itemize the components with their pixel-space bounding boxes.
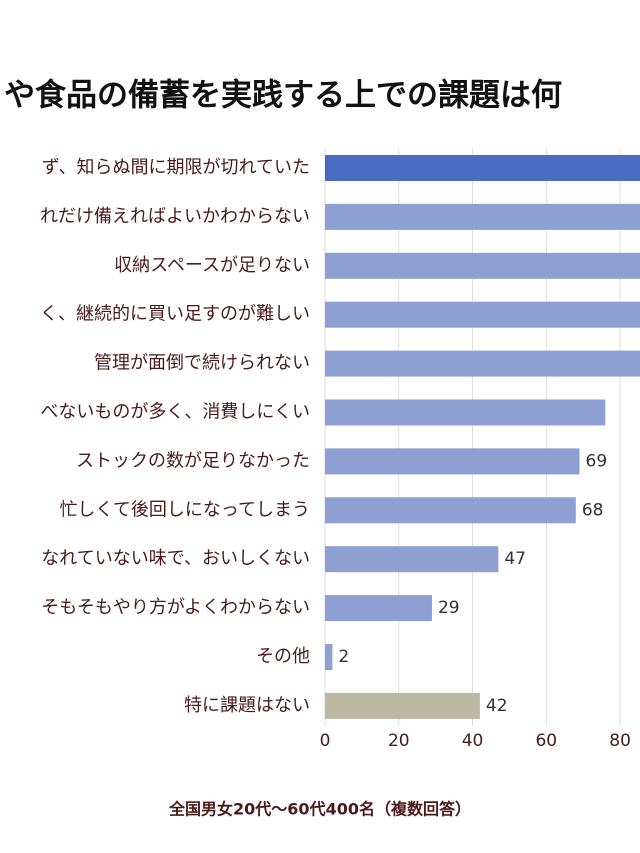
- category-label: ストックの数が足りなかった: [76, 450, 310, 471]
- bar: [325, 203, 640, 230]
- category-label: 収納スペースが足りない: [114, 255, 310, 276]
- bar: [325, 497, 576, 524]
- bar: [325, 692, 480, 719]
- bar: [325, 546, 499, 573]
- plot-area: [324, 148, 640, 726]
- footnote: 全国男女20代〜60代400名（複数回答）: [168, 800, 471, 819]
- x-tick-label: 20: [388, 731, 410, 751]
- category-label: 管理が面倒で続けられない: [94, 353, 310, 374]
- value-label: 42: [486, 696, 508, 716]
- x-tick-label: 80: [609, 731, 631, 751]
- value-label: 29: [438, 598, 460, 618]
- bar: [325, 399, 606, 426]
- x-tick-label: 0: [320, 731, 331, 751]
- value-label: 68: [582, 500, 604, 520]
- bar: [325, 448, 580, 475]
- category-label: なれていない味で、おいしくない: [41, 548, 310, 569]
- category-label: べないものが多く、消費しにくい: [40, 402, 310, 423]
- category-label: その他: [256, 646, 310, 667]
- bar: [325, 644, 333, 670]
- x-tick-label: 40: [462, 731, 484, 751]
- bar: [325, 155, 640, 181]
- x-tick-label: 60: [535, 731, 557, 751]
- chart-title: や食品の備蓄を実践する上での課題は何: [4, 78, 562, 114]
- bar: [325, 350, 640, 377]
- value-label: 69: [586, 451, 608, 471]
- category-label: 忙しくて後回しになってしまう: [59, 499, 310, 520]
- value-label: 2: [338, 647, 349, 667]
- bar: [325, 301, 640, 328]
- value-label: 47: [504, 549, 526, 569]
- category-label: 特に課題はない: [184, 695, 310, 716]
- bar: [325, 595, 432, 622]
- category-label: く、継続的に買い足すのが難しい: [40, 304, 310, 325]
- category-label: ず、知らぬ間に期限が切れていた: [42, 157, 310, 178]
- category-label: そもそもやり方がよくわからない: [41, 597, 310, 618]
- bar: [325, 252, 640, 279]
- category-label: れだけ備えればよいかわからない: [40, 206, 310, 227]
